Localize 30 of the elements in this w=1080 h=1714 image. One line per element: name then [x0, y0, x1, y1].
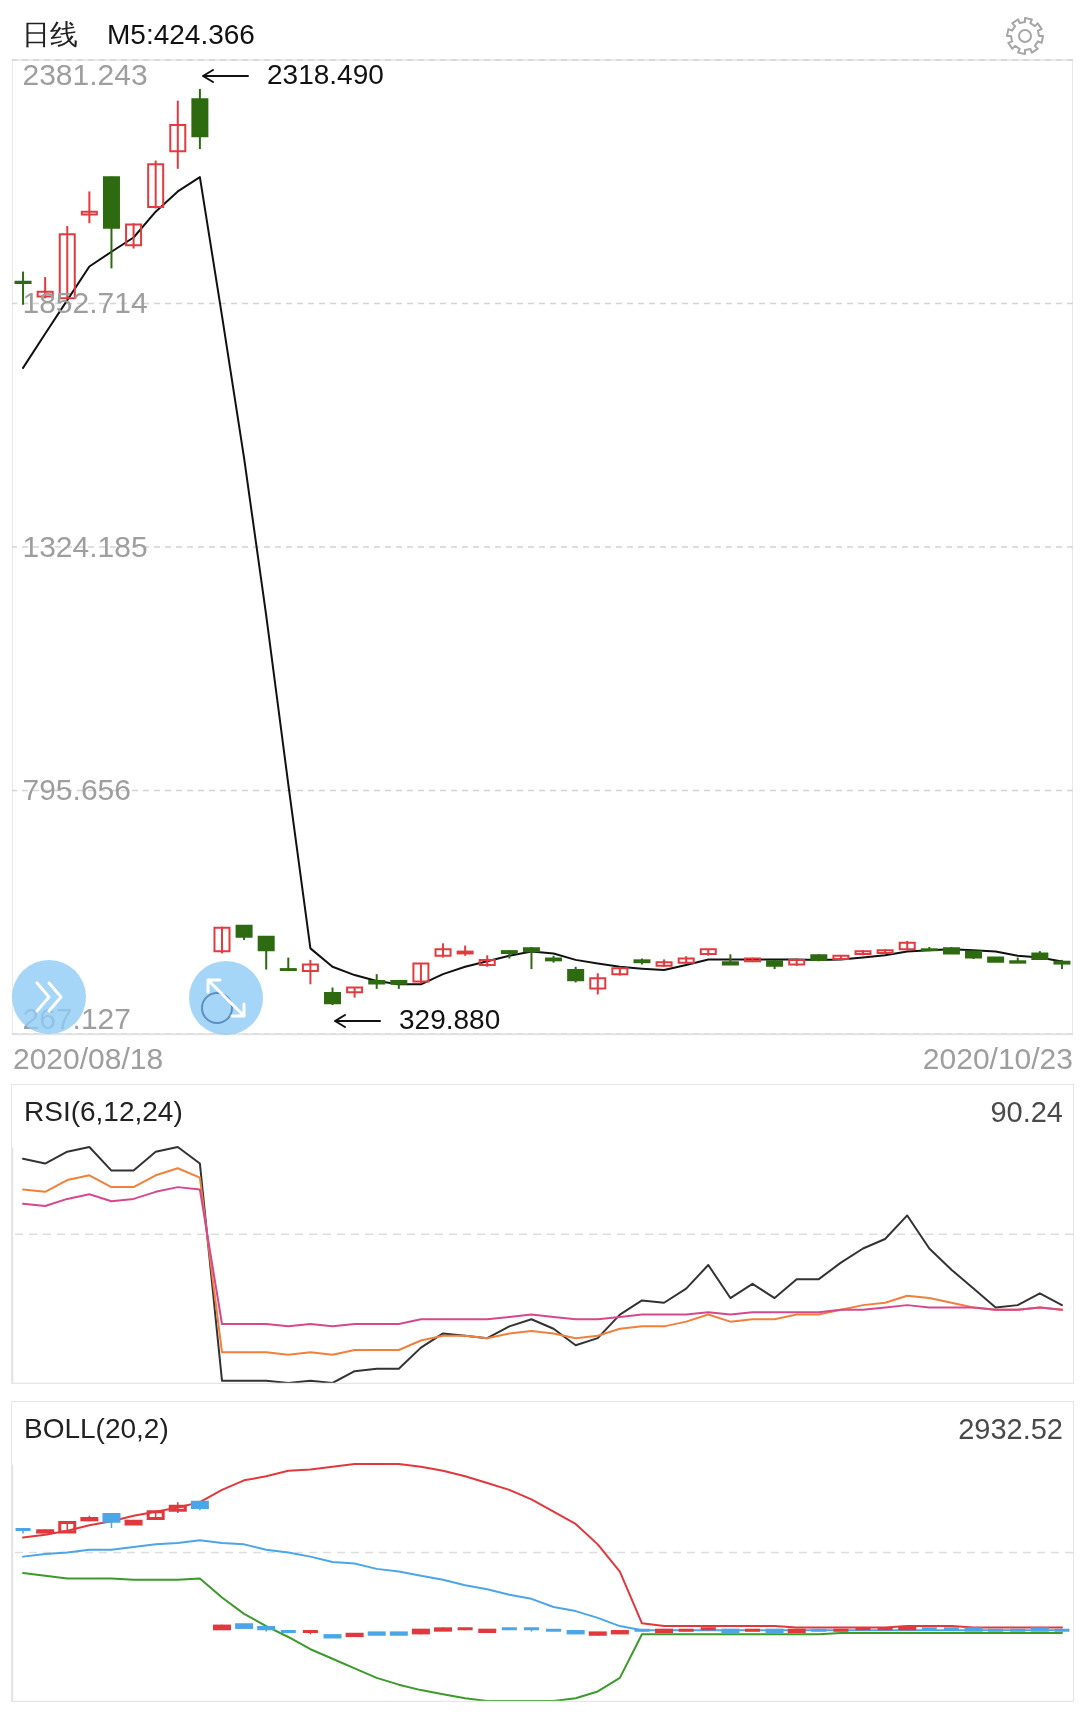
text: M5:424.366: [107, 19, 255, 50]
text: 90.24: [990, 1096, 1063, 1128]
text: 2932.52: [958, 1413, 1063, 1445]
text: 2020/10/23: [922, 1042, 1073, 1075]
candlestick: [168, 1501, 187, 1514]
annotation: 329.880: [399, 1004, 501, 1035]
candlestick: [345, 1632, 364, 1638]
candlestick: [190, 1500, 209, 1512]
candlestick: [434, 1626, 453, 1632]
chart-title: 日线: [22, 19, 78, 50]
y-tick-label: 1324.185: [22, 529, 148, 563]
y-tick-label: 2381.243: [22, 57, 148, 91]
candlestick: [655, 1628, 674, 1634]
candlestick: [212, 1623, 231, 1631]
y-tick-label: 795.656: [22, 773, 131, 806]
candlestick: [235, 1623, 254, 1629]
candlestick: [389, 1631, 408, 1636]
candlestick: [610, 1630, 629, 1635]
candlestick: [588, 1631, 607, 1637]
chart-title: BOLL(20,2): [24, 1413, 169, 1444]
candlestick: [36, 1528, 55, 1534]
text: 2020/08/18: [13, 1042, 164, 1075]
candlestick: [257, 1625, 276, 1633]
chart-title: RSI(6,12,24): [24, 1096, 183, 1127]
candlestick: [478, 1628, 497, 1634]
candlestick: [279, 1630, 298, 1634]
annotation: 2318.490: [267, 59, 384, 90]
candlestick: [14, 1527, 33, 1535]
candlestick: [456, 1627, 475, 1631]
candlestick: [411, 1628, 430, 1636]
